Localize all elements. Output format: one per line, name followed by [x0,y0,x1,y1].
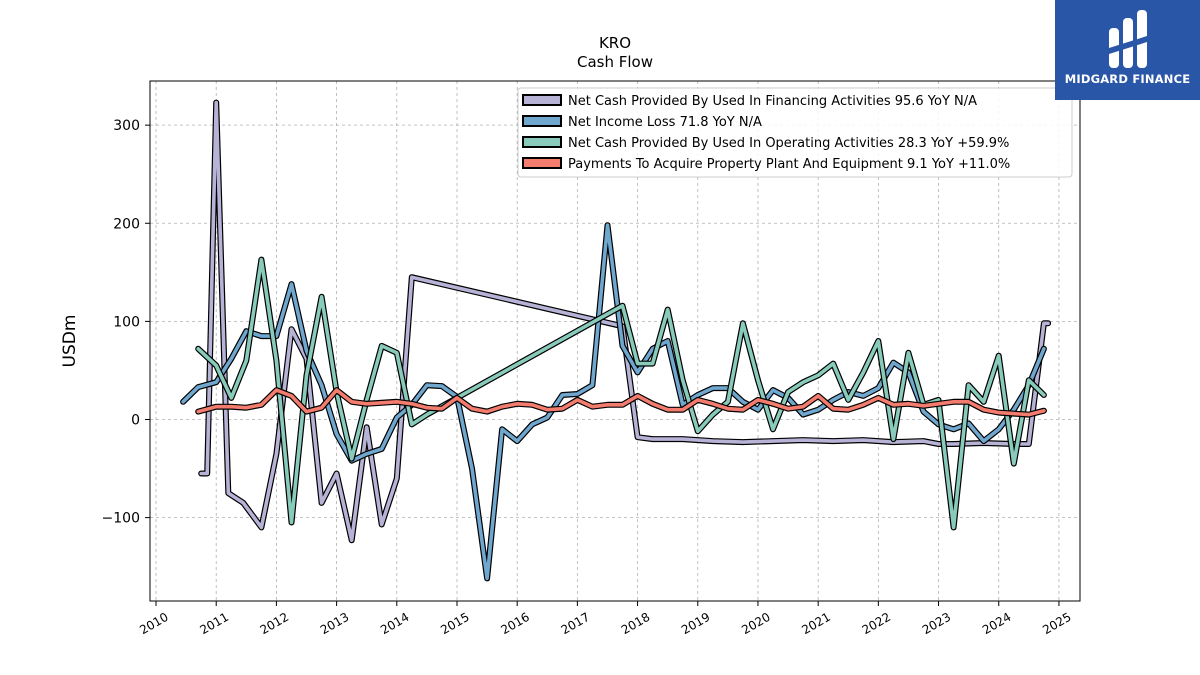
x-tick-label: 2014 [378,610,411,637]
x-axis: 2010 2011 2012 2013 2014 2015 2016 2017 2018 2019… [137,601,1074,637]
legend-entry: Net Cash Provided By Used In Operating A… [568,136,1009,151]
legend-swatch [522,136,562,148]
y-axis-label: USDm [60,315,80,368]
plot-frame [149,80,1081,602]
legend-entry: Payments To Acquire Property Plant And E… [568,157,1010,172]
x-tick-label: 2019 [679,610,712,637]
y-tick-label: 0 [131,412,140,428]
x-tick-label: 2012 [258,610,291,637]
legend: Net Cash Provided By Used In Financing A… [517,87,1073,178]
x-tick-label: 2013 [318,610,351,637]
legend-entry: Net Cash Provided By Used In Financing A… [568,94,977,109]
series-stroke [181,223,1046,581]
x-tick-label: 2025 [1040,610,1073,637]
series-stroke [196,388,1046,417]
x-tick-label: 2010 [137,610,170,637]
legend-swatch [522,115,562,127]
y-tick-label: −100 [102,511,140,527]
legend-swatch [522,94,562,106]
y-axis: −100 0 100 200 300 [102,118,150,527]
y-tick-label: 300 [113,118,140,134]
x-tick-label: 2023 [920,610,953,637]
brand-mark-icon [1108,10,1147,68]
x-tick-label: 2024 [980,610,1013,637]
x-tick-label: 2011 [197,610,230,637]
x-tick-label: 2018 [619,610,652,637]
x-tick-label: 2017 [559,610,592,637]
series-line-1 [180,222,1047,582]
brand-name: MIDGARD FINANCE [1064,72,1191,86]
legend-box [517,87,1073,178]
series-line-3 [195,387,1047,418]
brand-logo: MIDGARD FINANCE [1055,0,1200,100]
series-lines [180,99,1052,582]
y-tick-label: 100 [113,314,140,330]
y-tick-label: 200 [113,216,140,232]
chart-title: KRO [599,34,631,52]
legend-swatch [522,157,562,169]
x-tick-label: 2022 [860,610,893,637]
legend-entry: Net Income Loss 71.8 YoY N/A [568,115,762,130]
x-tick-label: 2021 [799,610,832,637]
x-tick-label: 2015 [438,610,471,637]
x-tick-label: 2020 [739,610,772,637]
x-tick-label: 2016 [498,610,531,637]
chart-subtitle: Cash Flow [577,53,653,71]
